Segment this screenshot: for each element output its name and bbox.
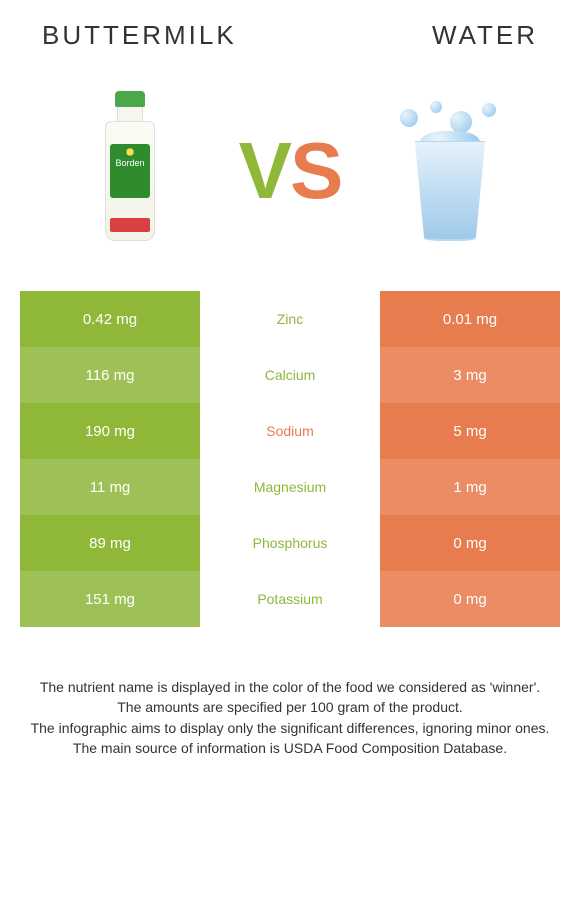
cell-left-value: 0.42 mg — [20, 291, 200, 347]
cell-left-value: 11 mg — [20, 459, 200, 515]
table-row: 0.42 mgZinc0.01 mg — [20, 291, 560, 347]
cell-nutrient-label: Zinc — [200, 291, 380, 347]
header-row: Buttermilk Water — [20, 20, 560, 51]
water-glass-icon — [380, 101, 520, 241]
table-row: 89 mgPhosphorus0 mg — [20, 515, 560, 571]
cell-nutrient-label: Phosphorus — [200, 515, 380, 571]
buttermilk-image: Borden — [60, 81, 200, 261]
nutrient-table: 0.42 mgZinc0.01 mg116 mgCalcium3 mg190 m… — [20, 291, 560, 627]
title-buttermilk: Buttermilk — [42, 20, 237, 51]
cell-right-value: 0 mg — [380, 515, 560, 571]
table-row: 11 mgMagnesium1 mg — [20, 459, 560, 515]
cell-left-value: 89 mg — [20, 515, 200, 571]
footer-line: The amounts are specified per 100 gram o… — [26, 697, 554, 717]
footer-notes: The nutrient name is displayed in the co… — [20, 677, 560, 758]
vs-s: S — [290, 126, 341, 215]
cell-left-value: 116 mg — [20, 347, 200, 403]
cell-nutrient-label: Magnesium — [200, 459, 380, 515]
cell-nutrient-label: Potassium — [200, 571, 380, 627]
cell-right-value: 3 mg — [380, 347, 560, 403]
footer-line: The main source of information is USDA F… — [26, 738, 554, 758]
cell-nutrient-label: Sodium — [200, 403, 380, 459]
bottle-label: Borden — [110, 144, 150, 198]
cell-left-value: 190 mg — [20, 403, 200, 459]
table-row: 190 mgSodium5 mg — [20, 403, 560, 459]
cell-left-value: 151 mg — [20, 571, 200, 627]
images-row: Borden VS — [20, 81, 560, 261]
cell-right-value: 5 mg — [380, 403, 560, 459]
bottle-icon: Borden — [100, 91, 160, 251]
cell-nutrient-label: Calcium — [200, 347, 380, 403]
footer-line: The infographic aims to display only the… — [26, 718, 554, 738]
water-image — [380, 81, 520, 261]
table-row: 116 mgCalcium3 mg — [20, 347, 560, 403]
footer-line: The nutrient name is displayed in the co… — [26, 677, 554, 697]
table-row: 151 mgPotassium0 mg — [20, 571, 560, 627]
vs-label: VS — [239, 125, 342, 217]
cell-right-value: 0.01 mg — [380, 291, 560, 347]
vs-v: V — [239, 126, 290, 215]
title-water: Water — [432, 20, 538, 51]
cell-right-value: 1 mg — [380, 459, 560, 515]
cell-right-value: 0 mg — [380, 571, 560, 627]
